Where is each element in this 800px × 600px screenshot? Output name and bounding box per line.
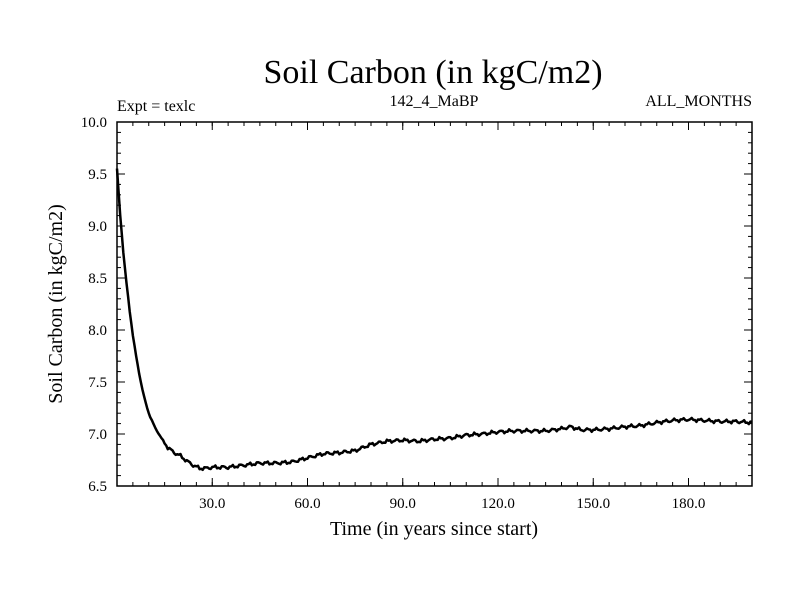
- x-tick-label: 120.0: [481, 496, 515, 512]
- chart-title: Soil Carbon (in kgC/m2): [263, 54, 602, 91]
- x-tick-label: 60.0: [294, 496, 320, 512]
- series-line-soil-carbon: [115, 168, 753, 472]
- y-tick-label: 8.0: [88, 323, 107, 339]
- y-tick-label: 8.5: [88, 271, 107, 287]
- x-tick-label: 90.0: [390, 496, 416, 512]
- y-tick-label: 9.5: [88, 167, 107, 183]
- plot-frame: [116, 121, 753, 487]
- x-axis-label: Time (in years since start): [330, 518, 538, 540]
- x-tick-label: 180.0: [672, 496, 706, 512]
- y-axis: 6.5 7.0 7.5 8.0 8.5 9.0 9.5 10.0: [81, 115, 752, 495]
- y-tick-label: 7.5: [88, 375, 107, 391]
- x-tick-label: 150.0: [576, 496, 610, 512]
- subtitle-period: 142_4_MaBP: [390, 93, 479, 110]
- x-axis: 30.0 60.0 90.0 120.0 150.0 180.0: [116, 122, 753, 512]
- y-tick-label: 6.5: [88, 479, 107, 495]
- y-axis-label: Soil Carbon (in kgC/m2): [45, 204, 67, 403]
- x-tick-label: 30.0: [199, 496, 225, 512]
- subtitle-months: ALL_MONTHS: [645, 93, 752, 110]
- subtitle-experiment: Expt = texlc: [117, 98, 195, 115]
- y-tick-label: 9.0: [88, 219, 107, 235]
- y-tick-label: 10.0: [81, 115, 107, 131]
- y-tick-label: 7.0: [88, 427, 107, 443]
